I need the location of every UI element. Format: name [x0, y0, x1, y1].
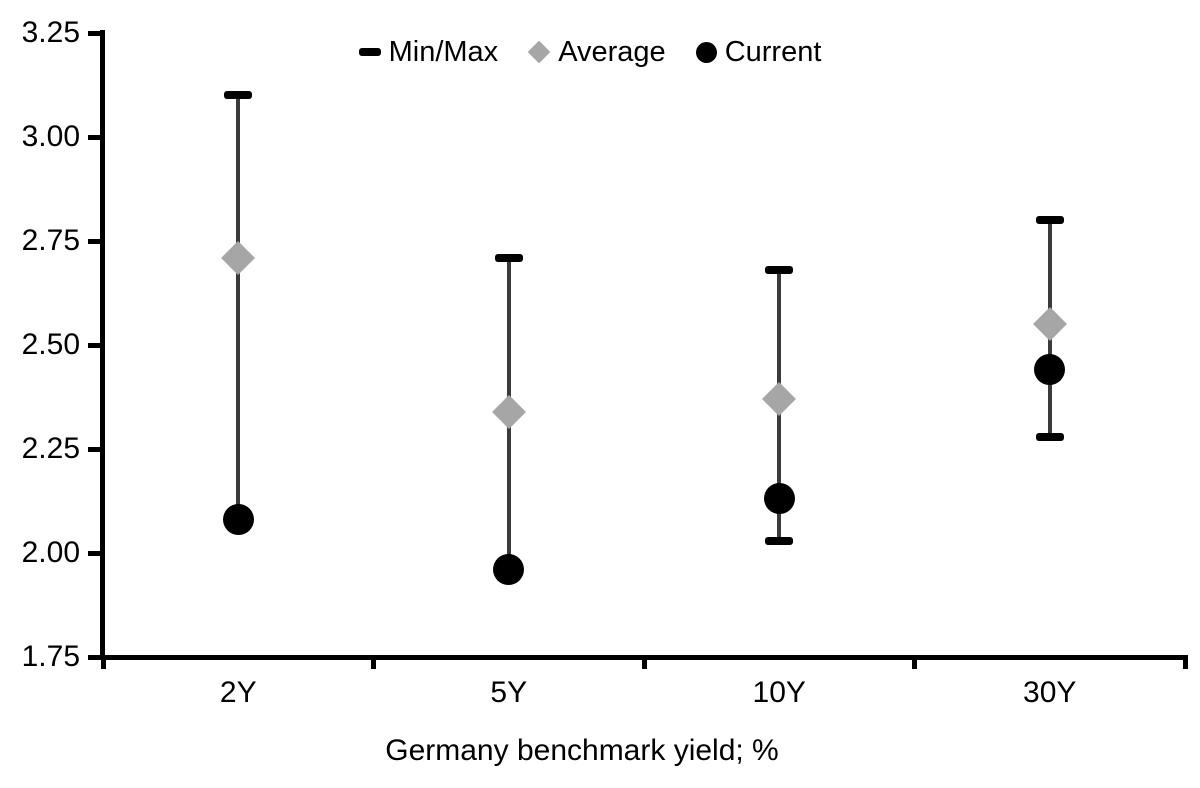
y-tick-label: 3.00	[21, 120, 80, 153]
y-tick-mark	[88, 654, 103, 660]
max-cap	[494, 253, 523, 262]
max-cap	[765, 266, 794, 275]
current-marker	[493, 554, 525, 586]
average-marker	[491, 394, 526, 429]
minmax-dash-icon	[358, 48, 381, 56]
average-marker	[762, 382, 797, 417]
x-axis-title: Germany benchmark yield; %	[385, 734, 779, 767]
y-tick-mark	[88, 30, 103, 36]
current-marker	[763, 483, 795, 515]
x-tick-mark	[912, 655, 917, 669]
y-tick-label: 2.75	[21, 224, 80, 257]
average-diamond-icon	[527, 40, 551, 64]
legend-item: Min/Max	[358, 35, 499, 69]
min-cap	[1035, 432, 1064, 441]
x-tick-mark	[641, 655, 647, 669]
x-category-label: 2Y	[219, 676, 257, 709]
average-marker	[1032, 307, 1067, 342]
legend-label: Current	[724, 35, 822, 68]
legend-label: Average	[558, 35, 666, 68]
y-tick-mark	[88, 342, 103, 348]
y-tick-mark	[88, 446, 103, 452]
average-marker	[221, 240, 256, 275]
max-cap	[1035, 216, 1064, 225]
x-category-label: 5Y	[490, 676, 528, 709]
legend-label: Min/Max	[388, 35, 499, 68]
x-category-label: 10Y	[752, 676, 806, 709]
y-tick-label: 2.50	[21, 328, 80, 361]
y-tick-mark	[88, 550, 103, 556]
minmax-whisker	[236, 95, 241, 520]
min-cap	[765, 536, 794, 545]
current-circle-icon	[695, 41, 717, 63]
legend-item: Current	[695, 35, 822, 69]
x-category-label: 30Y	[1023, 676, 1077, 709]
legend-item: Average	[527, 35, 666, 69]
y-tick-label: 2.00	[21, 536, 80, 569]
y-tick-label: 2.25	[21, 432, 80, 465]
current-marker	[1034, 354, 1066, 386]
max-cap	[224, 91, 253, 100]
x-tick-mark	[1182, 655, 1188, 669]
current-marker	[222, 504, 254, 536]
x-tick-mark	[371, 655, 376, 669]
legend: Min/Max Average Current	[103, 34, 1077, 70]
y-tick-mark	[88, 134, 103, 140]
y-tick-label: 1.75	[21, 640, 80, 673]
y-tick-label: 3.25	[21, 16, 80, 49]
x-tick-mark	[100, 655, 106, 669]
y-tick-mark	[88, 238, 103, 244]
